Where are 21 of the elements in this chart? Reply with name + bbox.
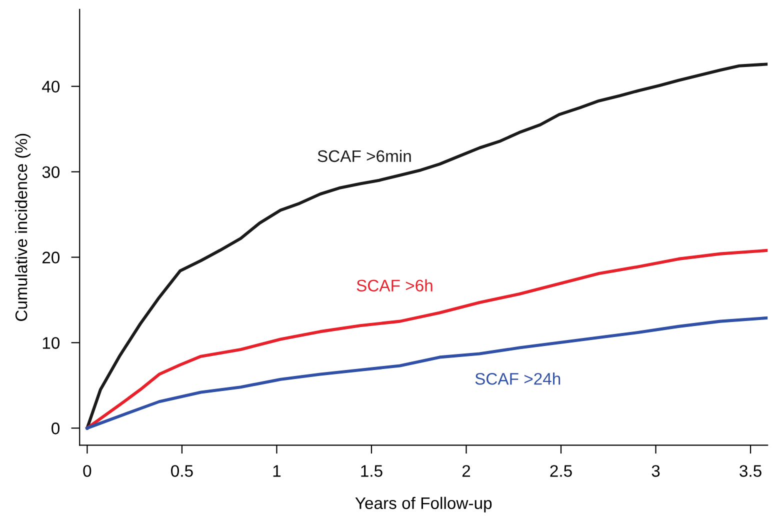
y-axis-title: Cumulative incidence (%): [14, 134, 31, 321]
x-tick-label: 1.5: [361, 465, 382, 477]
y-tick-label: 20: [42, 252, 60, 264]
y-tick-label: 0: [52, 422, 60, 434]
x-tick-label: 3.5: [740, 465, 762, 477]
y-tick-label: 30: [42, 166, 60, 178]
x-tick-label: 2.5: [550, 465, 572, 477]
x-tick-label: 1: [273, 465, 281, 477]
y-tick-label: 40: [42, 80, 60, 93]
series-label: SCAF >6h: [356, 279, 432, 292]
x-tick-label: 3: [652, 465, 660, 477]
series-label: SCAF >6min: [318, 150, 411, 162]
x-tick-label: 2: [462, 465, 470, 477]
x-tick-label: 0.5: [171, 465, 193, 477]
x-tick-label: 0: [83, 465, 92, 477]
x-axis-title: Years of Follow-up: [355, 496, 492, 512]
line-series: [86, 248, 768, 430]
series-label: SCAF >24h: [475, 372, 560, 385]
y-tick-label: 10: [42, 337, 60, 349]
line-series: [86, 316, 768, 430]
line-series: [86, 62, 768, 430]
